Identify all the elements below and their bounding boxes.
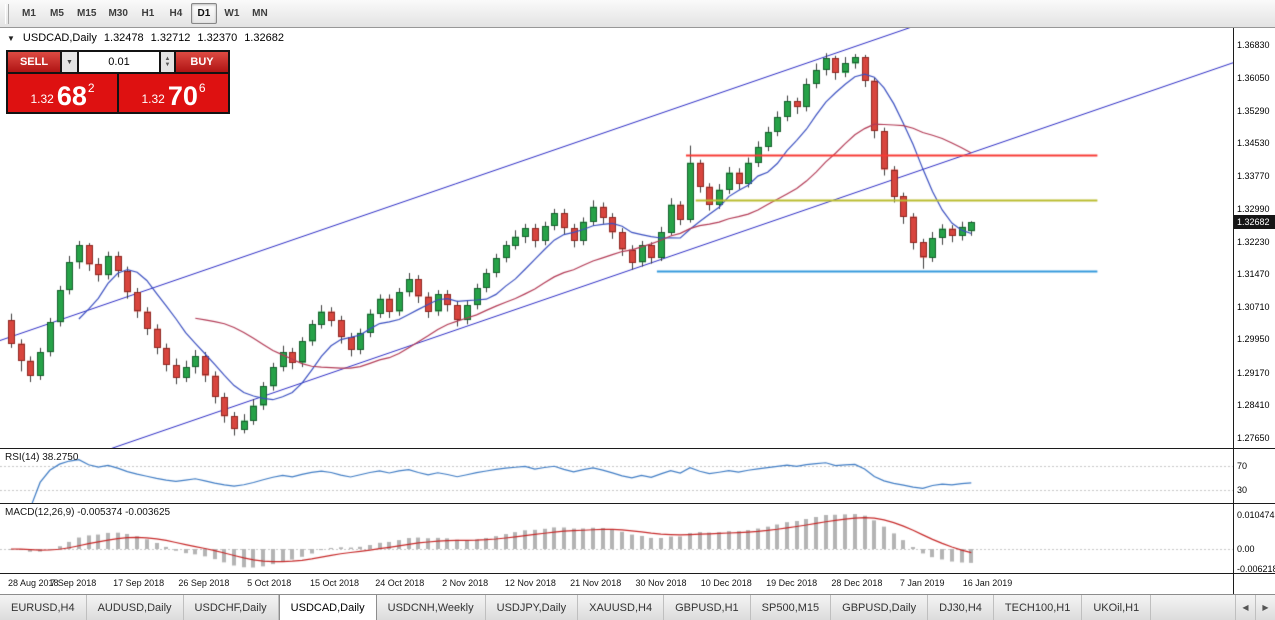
price-scale-label: 1.28410 <box>1237 400 1270 411</box>
date-axis-label: 26 Sep 2018 <box>178 578 230 588</box>
lot-dropdown-icon[interactable]: ▼ <box>62 52 77 72</box>
ask-price-big: 70 <box>167 81 198 111</box>
ohlc-close: 1.32682 <box>244 32 284 44</box>
price-scale-label: 1.29950 <box>1237 334 1270 345</box>
tab-navigation: ◀ ▶ <box>1235 595 1275 620</box>
date-axis-label: 10 Dec 2018 <box>700 578 752 588</box>
spinner-up-icon[interactable]: ▲ <box>164 56 171 62</box>
timeframe-button-d1[interactable]: D1 <box>190 3 217 24</box>
date-axis-label: 7 Sep 2018 <box>50 578 97 588</box>
macd-indicator-label: MACD(12,26,9) -0.005374 -0.003625 <box>5 507 171 518</box>
ask-price-sup: 6 <box>198 81 206 95</box>
chart-title: ▼ USDCAD,Daily 1.32478 1.32712 1.32370 1… <box>7 32 284 44</box>
chart-tab-dj30-h4[interactable]: DJ30,H4 <box>928 595 994 620</box>
rsi-pane-canvas[interactable] <box>0 449 1233 503</box>
chart-tab-usdcnh-weekly[interactable]: USDCNH,Weekly <box>377 595 486 620</box>
chart-area: ▼ USDCAD,Daily 1.32478 1.32712 1.32370 1… <box>0 28 1275 594</box>
price-axis-border <box>1233 28 1234 594</box>
date-axis-label: 15 Oct 2018 <box>309 578 360 588</box>
price-scale-label: 1.27650 <box>1237 432 1270 443</box>
date-axis-label: 28 Dec 2018 <box>831 578 883 588</box>
chart-tab-audusd-daily[interactable]: AUDUSD,Daily <box>87 595 184 620</box>
macd-scale-label: 0.010474 <box>1237 510 1275 521</box>
price-scale-label: 1.32230 <box>1237 236 1270 247</box>
lot-size-input[interactable]: 0.01 <box>79 52 159 72</box>
current-price-badge: 1.32682 <box>1234 215 1275 230</box>
tab-scroll-left-icon[interactable]: ◀ <box>1235 595 1255 620</box>
timeframe-button-m1[interactable]: M1 <box>22 8 36 19</box>
bid-price-sup: 2 <box>87 81 95 95</box>
rsi-indicator-label: RSI(14) 38.2750 <box>5 452 79 463</box>
lot-spinner[interactable]: ▲ ▼ <box>161 52 174 72</box>
chart-tab-sp500-m15[interactable]: SP500,M15 <box>751 595 832 620</box>
date-axis-label: 16 Jan 2019 <box>962 578 1013 588</box>
price-scale-label: 1.30710 <box>1237 301 1270 312</box>
symbol-period-label: USDCAD,Daily <box>22 32 97 44</box>
spinner-down-icon[interactable]: ▼ <box>164 62 171 68</box>
tab-scroll-right-icon[interactable]: ▶ <box>1255 595 1275 620</box>
date-axis-label: 24 Oct 2018 <box>375 578 425 588</box>
pane-separator <box>0 573 1275 574</box>
date-axis-label: 17 Sep 2018 <box>113 578 165 588</box>
price-scale-label: 1.34530 <box>1237 138 1270 149</box>
bid-price-big: 68 <box>56 81 87 111</box>
timeframe-button-m5[interactable]: M5 <box>50 8 64 19</box>
pane-separator[interactable] <box>0 503 1275 504</box>
chart-tab-gbpusd-daily[interactable]: GBPUSD,Daily <box>831 595 929 620</box>
timeframe-button-m15[interactable]: M15 <box>77 8 97 19</box>
macd-pane-canvas[interactable] <box>0 504 1233 573</box>
rsi-scale-label: 30 <box>1237 484 1248 495</box>
sell-button[interactable]: SELL <box>8 52 60 72</box>
date-axis-label: 19 Dec 2018 <box>766 578 818 588</box>
price-scale-label: 1.33770 <box>1237 170 1270 181</box>
price-scale-label: 1.32990 <box>1237 204 1270 215</box>
timeframe-button-h4[interactable]: H4 <box>169 8 183 19</box>
ohlc-low: 1.32370 <box>197 32 238 44</box>
chart-tab-tech100-h1[interactable]: TECH100,H1 <box>994 595 1083 620</box>
ohlc-high: 1.32712 <box>150 32 191 44</box>
chart-tab-gbpusd-h1[interactable]: GBPUSD,H1 <box>664 595 751 620</box>
date-axis-label: 30 Nov 2018 <box>635 578 687 588</box>
price-scale-label: 1.36050 <box>1237 73 1270 84</box>
one-click-toggle-icon[interactable]: ▼ <box>7 33 15 43</box>
time-axis: 28 Aug 2018 7 Sep 2018 17 Sep 2018 26 Sep 2… <box>0 574 1233 594</box>
chart-tabs-bar: EURUSD,H4 AUDUSD,Daily USDCHF,Daily USDCAD,… <box>0 594 1275 620</box>
chart-tab-usdchf-daily[interactable]: USDCHF,Daily <box>184 595 279 620</box>
macd-scale-label: 0.00 <box>1237 544 1255 554</box>
ask-price-button[interactable]: 1.32 70 6 <box>119 74 228 112</box>
macd-scale-label: -0.006218 <box>1237 564 1275 575</box>
buy-button[interactable]: BUY <box>176 52 228 72</box>
date-axis-label: 5 Oct 2018 <box>247 578 292 588</box>
toolbar-grip[interactable] <box>5 3 9 24</box>
timeframe-buttons: M1 M5 M15 M30 H1 H4 D1 W1 MN <box>15 3 274 24</box>
chart-tab-xauusd-h4[interactable]: XAUUSD,H4 <box>578 595 665 620</box>
date-axis-label: 2 Nov 2018 <box>442 578 489 588</box>
timeframe-button-h1[interactable]: H1 <box>141 8 155 19</box>
chart-tab-ukoil-h1[interactable]: UKOil,H1 <box>1082 595 1152 620</box>
date-axis-label: 28 Aug 2018 <box>8 578 59 588</box>
chart-tab-usdjpy-daily[interactable]: USDJPY,Daily <box>486 595 579 620</box>
price-scale-label: 1.36830 <box>1237 40 1270 51</box>
date-axis-label: 21 Nov 2018 <box>570 578 622 588</box>
ask-price-small: 1.32 <box>141 92 165 106</box>
ohlc-open: 1.32478 <box>103 32 144 44</box>
date-axis-label: 12 Nov 2018 <box>504 578 556 588</box>
price-scale-label: 1.35290 <box>1237 105 1270 116</box>
chart-tab-usdcad-daily[interactable]: USDCAD,Daily <box>278 595 377 620</box>
date-axis-label: 7 Jan 2019 <box>899 578 945 588</box>
timeframes-toolbar: M1 M5 M15 M30 H1 H4 D1 W1 MN <box>0 0 1275 28</box>
timeframe-button-w1[interactable]: W1 <box>224 8 240 19</box>
one-click-trading-panel: SELL ▼ 0.01 ▲ ▼ BUY 1.32 68 2 1.32 70 6 <box>6 50 230 114</box>
price-scale-label: 1.31470 <box>1237 269 1270 280</box>
timeframe-button-mn[interactable]: MN <box>252 8 268 19</box>
chart-tabs: EURUSD,H4 AUDUSD,Daily USDCHF,Daily USDCAD,… <box>0 595 1152 620</box>
price-scale-label: 1.29170 <box>1237 367 1270 378</box>
chart-tab-eurusd-h4[interactable]: EURUSD,H4 <box>0 595 87 620</box>
pane-separator[interactable] <box>0 448 1275 449</box>
bid-price-button[interactable]: 1.32 68 2 <box>8 74 117 112</box>
rsi-scale-label: 70 <box>1237 460 1248 471</box>
bid-price-small: 1.32 <box>30 92 54 106</box>
timeframe-button-m30[interactable]: M30 <box>108 8 128 19</box>
